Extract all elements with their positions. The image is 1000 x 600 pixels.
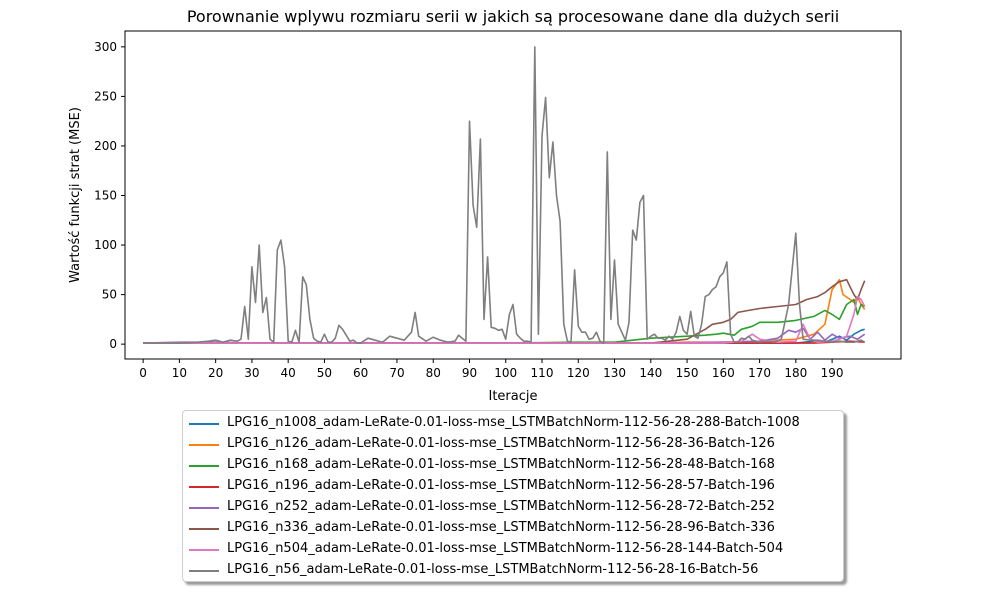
y-tick-label: 300 bbox=[94, 40, 117, 54]
legend-item: LPG16_n1008_adam-LeRate-0.01-loss-mse_LS… bbox=[183, 413, 843, 433]
legend-swatch bbox=[189, 444, 219, 446]
legend-label: LPG16_n504_adam-LeRate-0.01-loss-mse_LST… bbox=[227, 541, 784, 556]
x-tick-label: 130 bbox=[603, 366, 626, 380]
x-tick-label: 20 bbox=[208, 366, 223, 380]
x-tick-label: 190 bbox=[821, 366, 844, 380]
x-tick-label: 80 bbox=[426, 366, 441, 380]
legend-label: LPG16_n126_adam-LeRate-0.01-loss-mse_LST… bbox=[227, 436, 775, 451]
y-tick-label: 100 bbox=[94, 238, 117, 252]
legend-swatch bbox=[189, 528, 219, 530]
x-tick-label: 120 bbox=[567, 366, 590, 380]
y-axis-label: Wartość funkcji strat (MSE) bbox=[68, 107, 83, 283]
plot-lines bbox=[143, 46, 866, 344]
legend-swatch bbox=[189, 465, 219, 467]
x-tick-label: 140 bbox=[639, 366, 662, 380]
x-tick-label: 30 bbox=[244, 366, 259, 380]
y-tick-label: 50 bbox=[102, 288, 117, 302]
legend-swatch bbox=[189, 570, 219, 572]
series-line-6 bbox=[143, 295, 866, 344]
legend-label: LPG16_n168_adam-LeRate-0.01-loss-mse_LST… bbox=[227, 457, 775, 472]
legend-swatch bbox=[189, 549, 219, 551]
x-tick-label: 90 bbox=[462, 366, 477, 380]
chart-legend: LPG16_n1008_adam-LeRate-0.01-loss-mse_LS… bbox=[182, 410, 844, 582]
legend-label: LPG16_n56_adam-LeRate-0.01-loss-mse_LSTM… bbox=[227, 562, 759, 577]
legend-item: LPG16_n126_adam-LeRate-0.01-loss-mse_LST… bbox=[183, 434, 843, 454]
y-tick-label: 200 bbox=[94, 139, 117, 153]
legend-item: LPG16_n336_adam-LeRate-0.01-loss-mse_LST… bbox=[183, 518, 843, 538]
y-tick-label: 250 bbox=[94, 89, 117, 103]
x-tick-label: 100 bbox=[494, 366, 517, 380]
x-tick-label: 180 bbox=[784, 366, 807, 380]
legend-item: LPG16_n252_adam-LeRate-0.01-loss-mse_LST… bbox=[183, 497, 843, 517]
legend-label: LPG16_n252_adam-LeRate-0.01-loss-mse_LST… bbox=[227, 499, 775, 514]
legend-swatch bbox=[189, 423, 219, 425]
legend-label: LPG16_n1008_adam-LeRate-0.01-loss-mse_LS… bbox=[227, 415, 800, 430]
x-axis: 0 10 20 30 40 50 60 70 80 90 100 110 120 130 140 150 160… bbox=[139, 359, 844, 380]
legend-item: LPG16_n56_adam-LeRate-0.01-loss-mse_LSTM… bbox=[183, 560, 843, 580]
x-tick-label: 40 bbox=[281, 366, 296, 380]
series-line-2 bbox=[143, 298, 866, 344]
x-tick-label: 0 bbox=[139, 366, 147, 380]
x-tick-label: 70 bbox=[389, 366, 404, 380]
x-tick-label: 170 bbox=[748, 366, 771, 380]
legend-item: LPG16_n196_adam-LeRate-0.01-loss-mse_LST… bbox=[183, 476, 843, 496]
x-tick-label: 10 bbox=[172, 366, 187, 380]
x-tick-label: 110 bbox=[531, 366, 554, 380]
y-tick-label: 150 bbox=[94, 188, 117, 202]
x-axis-label: Iteracje bbox=[489, 389, 538, 404]
x-tick-label: 60 bbox=[353, 366, 368, 380]
legend-label: LPG16_n336_adam-LeRate-0.01-loss-mse_LST… bbox=[227, 520, 775, 535]
y-axis: 0 50 100 150 200 250 300 bbox=[94, 40, 125, 351]
legend-swatch bbox=[189, 507, 219, 509]
legend-item: LPG16_n168_adam-LeRate-0.01-loss-mse_LST… bbox=[183, 455, 843, 475]
chart-title: Porownanie wplywu rozmiaru serii w jakic… bbox=[187, 7, 839, 26]
y-tick-label: 0 bbox=[109, 337, 117, 351]
legend-item: LPG16_n504_adam-LeRate-0.01-loss-mse_LST… bbox=[183, 539, 843, 559]
legend-label: LPG16_n196_adam-LeRate-0.01-loss-mse_LST… bbox=[227, 478, 775, 493]
series-line-7 bbox=[143, 46, 866, 344]
x-tick-label: 50 bbox=[317, 366, 332, 380]
legend-swatch bbox=[189, 486, 219, 488]
x-tick-label: 150 bbox=[676, 366, 699, 380]
x-tick-label: 160 bbox=[712, 366, 735, 380]
